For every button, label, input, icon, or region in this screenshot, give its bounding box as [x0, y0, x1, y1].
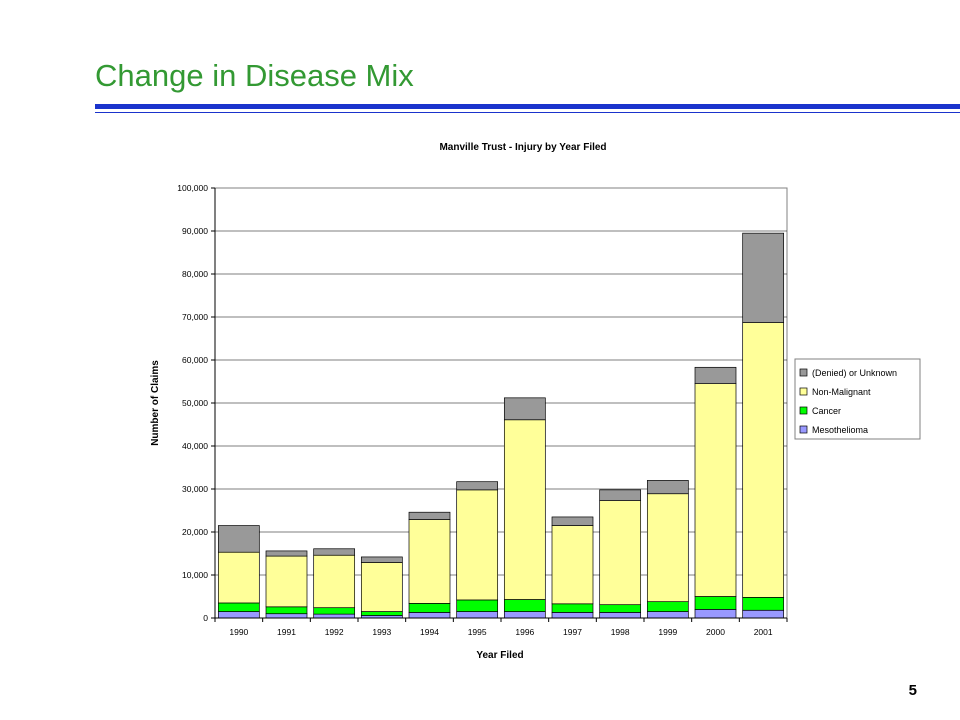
y-tick-label: 90,000: [182, 226, 208, 236]
y-axis: 0 10,000 20,000 30,000 40,000 50,000 60,000 70,…: [177, 183, 216, 623]
gridlines: [215, 230, 787, 576]
bar-segment: [742, 609, 785, 619]
bar-segment: [265, 613, 308, 619]
bar-segment: [646, 493, 689, 603]
bar-segment: [646, 480, 689, 495]
x-tick-label: 1991: [277, 627, 296, 637]
title-rule-thin: [95, 112, 960, 113]
bars: [217, 232, 785, 619]
legend-box: [794, 358, 921, 440]
bar-segment: [599, 500, 642, 606]
bar-segment: [742, 597, 785, 611]
bar-segment: [265, 606, 308, 615]
bar-segment: [646, 611, 689, 619]
y-tick-label: 0: [203, 613, 208, 623]
title-rule: [95, 104, 960, 109]
legend-swatch: [799, 425, 808, 434]
bar-segment: [503, 599, 546, 612]
bar-segment: [408, 603, 451, 613]
chart-title: Manville Trust - Injury by Year Filed: [439, 142, 606, 153]
x-tick-label: 1993: [372, 627, 391, 637]
bar-segment: [313, 607, 356, 615]
y-tick-label: 40,000: [182, 441, 208, 451]
legend-label: Mesothelioma: [812, 425, 868, 435]
bar-segment: [646, 601, 689, 612]
bar-segment: [503, 611, 546, 619]
bar-segment: [217, 551, 260, 604]
x-tick-label: 2000: [706, 627, 725, 637]
bar-segment: [360, 556, 403, 563]
bar-segment: [456, 611, 499, 619]
bar-segment: [313, 613, 356, 619]
x-tick-label: 1999: [658, 627, 677, 637]
y-tick-label: 10,000: [182, 570, 208, 580]
bar-segment: [217, 602, 260, 612]
y-tick-label: 100,000: [177, 183, 208, 193]
bar-segment: [360, 611, 403, 616]
bar-segment: [456, 481, 499, 491]
legend-swatch: [799, 406, 808, 415]
slide-title: Change in Disease Mix: [95, 58, 414, 93]
x-tick-label: 2001: [754, 627, 773, 637]
bar-segment: [408, 612, 451, 619]
bar-segment: [217, 525, 260, 553]
x-tick-label: 1998: [611, 627, 630, 637]
x-tick-label: 1990: [229, 627, 248, 637]
legend-swatch: [799, 368, 808, 377]
bar-segment: [694, 383, 737, 597]
bar-segment: [456, 599, 499, 612]
x-tick-label: 1992: [325, 627, 344, 637]
x-tick-label: 1994: [420, 627, 439, 637]
legend-label: (Denied) or Unknown: [812, 368, 897, 378]
x-tick-label: 1996: [515, 627, 534, 637]
bar-segment: [503, 397, 546, 421]
bar-segment: [742, 232, 785, 323]
y-axis-label: Number of Claims: [150, 360, 161, 446]
y-tick-label: 20,000: [182, 527, 208, 537]
y-tick-label: 80,000: [182, 269, 208, 279]
bar-segment: [599, 489, 642, 501]
legend-label: Cancer: [812, 406, 841, 416]
legend-label: Non-Malignant: [812, 387, 871, 397]
bar-segment: [694, 596, 737, 610]
bar-segment: [551, 525, 594, 605]
y-tick-label: 70,000: [182, 312, 208, 322]
bar-segment: [599, 612, 642, 619]
bar-segment: [742, 322, 785, 598]
legend-swatch: [799, 387, 808, 396]
bar-segment: [265, 550, 308, 557]
bar-segment: [313, 548, 356, 556]
x-axis: 1990 1991 1992 1993 1994 1995 1996 1997 1998 1999…: [214, 617, 788, 637]
y-tick-label: 50,000: [182, 398, 208, 408]
bar-segment: [694, 366, 737, 384]
bar-segment: [408, 511, 451, 520]
bar-segment: [551, 612, 594, 619]
bar-segment: [599, 604, 642, 613]
bar-segment: [408, 519, 451, 604]
bar-segment: [313, 554, 356, 609]
bar-segment: [360, 562, 403, 612]
x-tick-label: 1997: [563, 627, 582, 637]
y-tick-label: 60,000: [182, 355, 208, 365]
bar-segment: [551, 516, 594, 526]
x-axis-label: Year Filed: [476, 650, 523, 661]
x-tick-label: 1995: [468, 627, 487, 637]
bar-segment: [694, 609, 737, 619]
bar-segment: [551, 603, 594, 613]
bar-segment: [217, 611, 260, 619]
bar-segment: [503, 419, 546, 600]
legend: (Denied) or Unknown Non-Malignant Cancer Me…: [794, 358, 921, 440]
bar-segment: [265, 555, 308, 608]
y-tick-label: 30,000: [182, 484, 208, 494]
bar-segment: [456, 489, 499, 601]
page-number: 5: [908, 682, 917, 699]
